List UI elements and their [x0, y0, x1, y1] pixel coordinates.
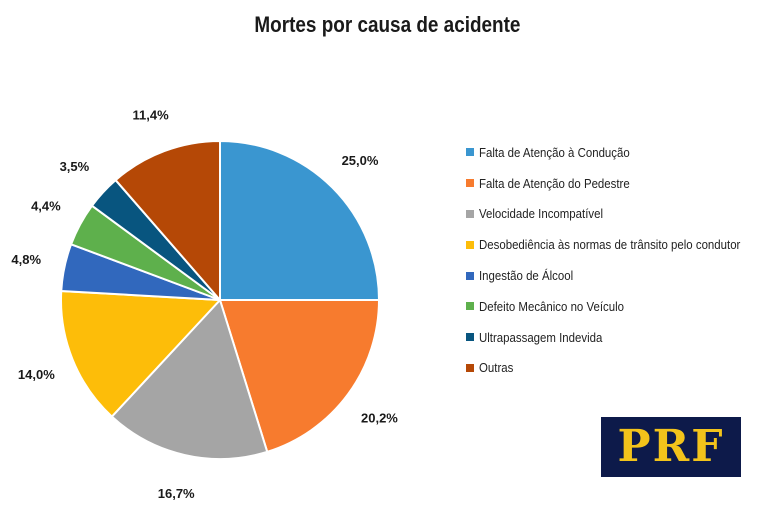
pie-slice — [110, 298, 269, 460]
pie-slice — [219, 139, 381, 301]
legend-label: Desobediência às normas de trânsito pelo… — [479, 237, 741, 253]
data-label: 16,7% — [158, 486, 195, 501]
data-label: 4,8% — [11, 252, 41, 267]
data-label: 4,4% — [31, 199, 61, 214]
data-label: 11,4% — [133, 108, 170, 123]
legend-label: Falta de Atenção do Pedestre — [479, 175, 630, 191]
pie-slice — [218, 299, 381, 454]
legend-swatch — [466, 363, 474, 372]
legend-item: Ingestão de Álcool — [466, 260, 776, 291]
chart-title: Mortes por causa de acidente — [254, 12, 521, 37]
prf-logo: PRF — [601, 417, 741, 477]
legend-label: Outras — [479, 360, 514, 376]
legend-label: Defeito Mecânico no Veículo — [479, 298, 625, 314]
legend-label: Falta de Atenção à Condução — [479, 144, 630, 160]
legend-label: Ingestão de Álcool — [479, 268, 574, 284]
legend-label: Velocidade Incompatível — [479, 206, 604, 222]
data-label: 3,5% — [60, 159, 90, 174]
legend-item: Falta de Atenção do Pedestre — [466, 168, 776, 199]
legend-item: Desobediência às normas de trânsito pelo… — [466, 229, 776, 260]
data-label: 25,0% — [342, 153, 379, 168]
legend-item: Falta de Atenção à Condução — [466, 137, 776, 168]
legend-label: Ultrapassagem Indevida — [479, 329, 603, 345]
pie-slice — [60, 289, 223, 419]
legend-item: Outras — [466, 353, 776, 384]
data-label: 14,0% — [18, 367, 55, 382]
prf-logo-text: PRF — [617, 421, 725, 472]
legend-swatch — [466, 333, 474, 342]
legend-swatch — [466, 240, 474, 249]
legend-swatch — [466, 148, 474, 157]
legend-swatch — [466, 302, 474, 311]
legend-swatch — [466, 209, 474, 218]
legend-swatch — [466, 271, 474, 280]
chart-legend: Falta de Atenção à Condução Falta de Aten… — [466, 137, 776, 383]
legend-item: Velocidade Incompatível — [466, 199, 776, 230]
legend-item: Ultrapassagem Indevida — [466, 322, 776, 353]
pie-slice — [114, 139, 221, 303]
legend-item: Defeito Mecânico no Veículo — [466, 291, 776, 322]
legend-swatch — [466, 179, 474, 188]
data-label: 20,2% — [361, 410, 398, 425]
